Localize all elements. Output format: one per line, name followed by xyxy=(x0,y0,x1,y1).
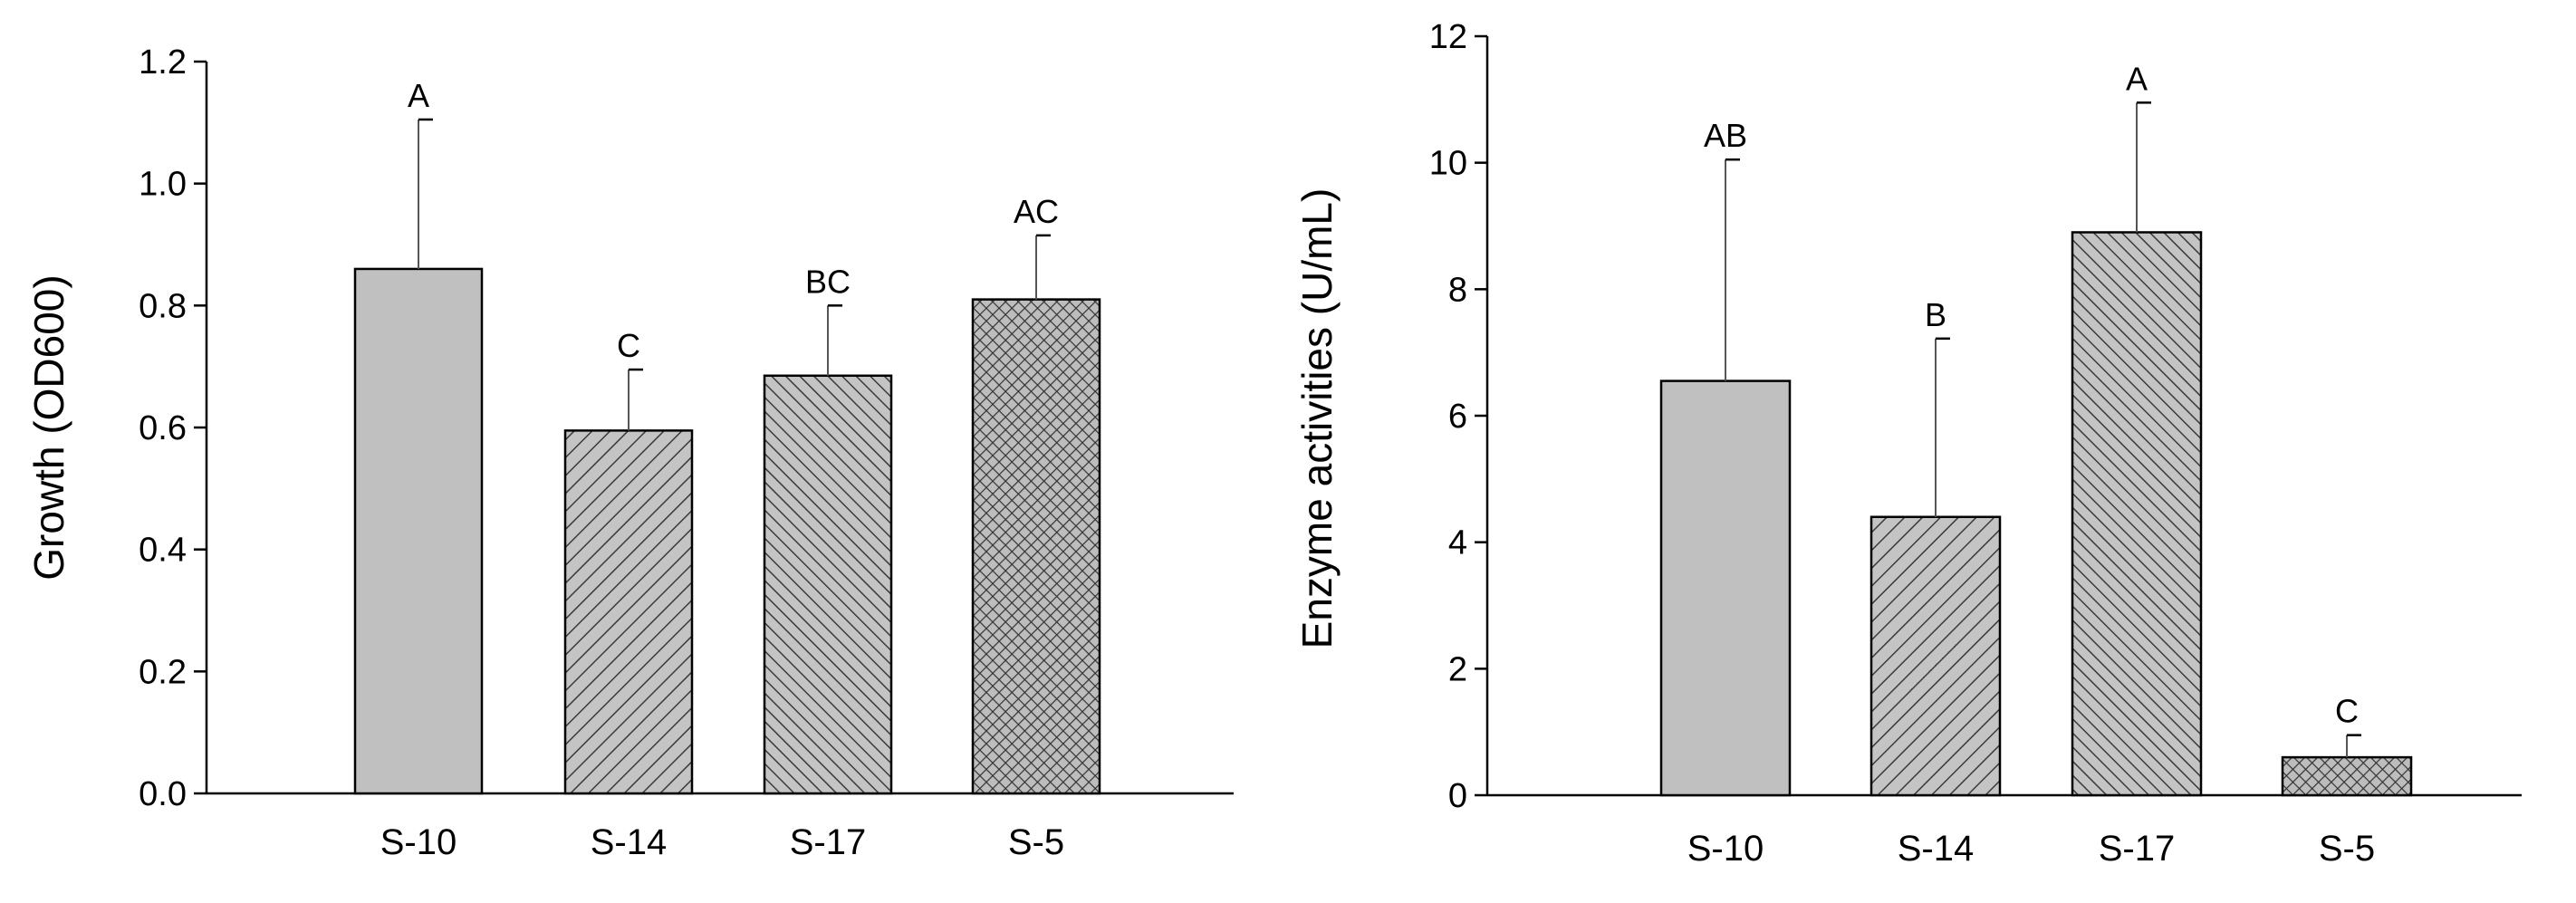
growth-category-label: S-5 xyxy=(1008,822,1064,862)
growth-y-tick-label: 0.4 xyxy=(139,532,187,570)
enzyme-significance-label: B xyxy=(1925,296,1946,333)
growth-y-tick-label: 0.0 xyxy=(139,775,187,813)
growth-significance-label: A xyxy=(408,77,429,114)
enzyme-bar-s-17 xyxy=(2071,231,2203,797)
enzyme-y-tick-label: 6 xyxy=(1448,398,1467,436)
growth-bar-s-17 xyxy=(763,374,893,795)
growth-significance-label: C xyxy=(617,327,640,364)
enzyme-y-tick-label: 4 xyxy=(1448,524,1467,562)
enzyme-y-tick-label: 2 xyxy=(1448,650,1467,688)
enzyme-significance-label: AB xyxy=(1704,117,1747,154)
enzyme-y-tick-label: 12 xyxy=(1429,18,1467,56)
enzyme-bar-s-10 xyxy=(1659,379,1792,797)
growth-chart: Growth (OD600) 0.00.20.40.60.81.01.2 ACB… xyxy=(25,43,1234,862)
enzyme-category-label: S-14 xyxy=(1898,829,1975,869)
growth-significance-label: AC xyxy=(1014,193,1059,230)
growth-y-tick-label: 0.2 xyxy=(139,653,187,691)
enzyme-category-label: S-10 xyxy=(1687,829,1764,869)
growth-significance-label: BC xyxy=(805,263,851,300)
enzyme-significance-label: C xyxy=(2335,693,2359,730)
growth-bar-s-14 xyxy=(563,429,694,795)
growth-y-tick-label: 0.6 xyxy=(139,409,187,447)
enzyme-category-label: S-5 xyxy=(2319,829,2375,869)
enzyme-y-tick-label: 8 xyxy=(1448,271,1467,309)
growth-y-label: Growth (OD600) xyxy=(25,274,72,580)
growth-y-tick-label: 0.8 xyxy=(139,287,187,325)
enzyme-category-label: S-17 xyxy=(2099,829,2176,869)
growth-category-label: S-17 xyxy=(790,822,867,862)
enzyme-chart: Enzyme activities (U/mL) 0 2 4 6 8 10 12 AB B A C… xyxy=(1293,18,2522,869)
growth-category-label: S-10 xyxy=(380,822,457,862)
growth-category-label: S-14 xyxy=(591,822,668,862)
enzyme-y-label: Enzyme activities (U/mL) xyxy=(1293,188,1341,649)
growth-y-tick-label: 1.2 xyxy=(139,43,187,82)
enzyme-y-tick-label: 0 xyxy=(1448,777,1467,815)
growth-bar-s-10 xyxy=(353,267,484,795)
growth-y-tick-label: 1.0 xyxy=(139,166,187,204)
enzyme-y-tick-label: 10 xyxy=(1429,145,1467,183)
enzyme-bar-s-14 xyxy=(1870,515,2002,797)
growth-bar-s-5 xyxy=(971,298,1101,795)
enzyme-bar-s-5 xyxy=(2281,755,2413,797)
enzyme-significance-label: A xyxy=(2126,60,2148,97)
